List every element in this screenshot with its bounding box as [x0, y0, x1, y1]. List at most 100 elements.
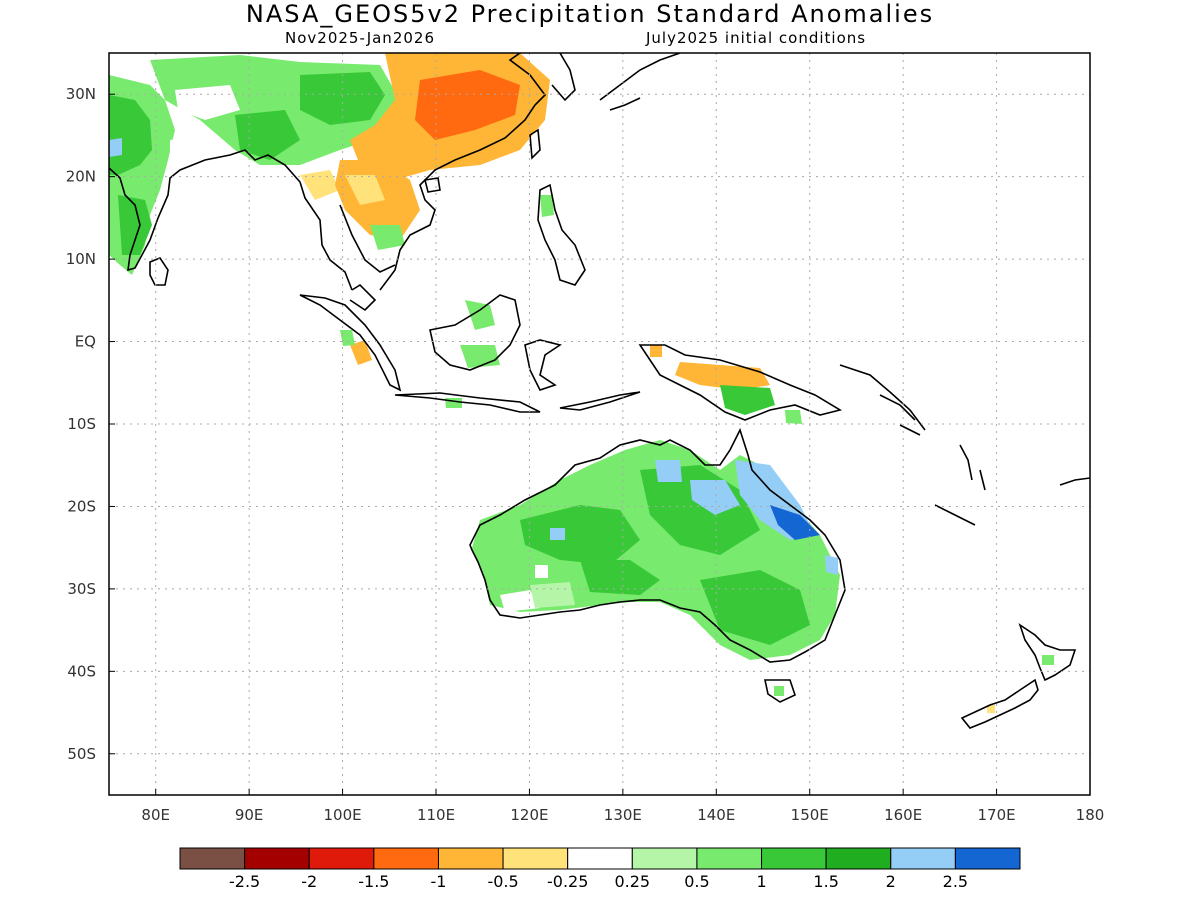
colorbar-swatch	[696, 847, 763, 870]
chart-title: NASA_GEOS5v2 Precipitation Standard Anom…	[245, 0, 935, 28]
coast-se-asia	[349, 53, 547, 312]
borneo-wet-2	[460, 345, 500, 368]
australia-white-sw	[500, 590, 540, 612]
colorbar-swatch	[890, 847, 956, 870]
indochina-wet-spot	[370, 225, 405, 250]
australia-blue-nt	[655, 460, 682, 482]
y-axis: 30N 20N 10N EQ 10S 20S 30S 40S 50S	[66, 85, 115, 763]
x-tick-label: 130E	[604, 806, 642, 824]
x-axis: 80E 90E 100E 110E 120E 130E 140E 150E 160E 170E 18…	[141, 789, 1104, 824]
colorbar-label: -1.5	[358, 872, 389, 891]
colorbar-label: 1	[756, 872, 766, 891]
indochina-dry-weak	[345, 175, 385, 205]
china-dry-weak	[300, 170, 340, 200]
australia-blue-east	[825, 555, 838, 575]
india-wet-south	[118, 195, 152, 255]
colorbar-label: -2	[301, 872, 317, 891]
colorbar-swatch	[502, 847, 569, 870]
coast-new-caledonia	[934, 504, 976, 526]
coast-gulf-thailand	[339, 204, 396, 273]
x-tick-label: 150E	[791, 806, 829, 824]
colorbar-label: -0.5	[487, 872, 518, 891]
borneo-wet	[465, 300, 495, 330]
colorbar-label: 2	[886, 872, 896, 891]
coast-nz-north	[1018, 623, 1077, 682]
coast-hainan	[424, 177, 441, 193]
china-dry-core	[415, 70, 520, 140]
sumatra-dry	[350, 340, 372, 365]
x-tick-label: 120E	[510, 806, 548, 824]
colorbar-swatch	[761, 847, 827, 870]
anomaly-fields	[109, 53, 1054, 713]
y-tick-label: 40S	[67, 662, 96, 680]
x-tick-label: 180	[1076, 806, 1105, 824]
y-tick-label: EQ	[75, 333, 96, 351]
x-tick-label: 100E	[324, 806, 362, 824]
coast-vanuatu	[959, 444, 986, 491]
coastlines	[109, 53, 1090, 729]
new-guinea-wet-2	[785, 410, 802, 424]
x-tick-label: 160E	[884, 806, 922, 824]
new-guinea-dry	[675, 362, 770, 390]
x-tick-label: 170E	[978, 806, 1016, 824]
colorbar-swatch	[825, 847, 892, 870]
y-tick-label: 50S	[67, 745, 96, 763]
colorbar-label: 0.25	[614, 872, 650, 891]
coast-tasmania	[764, 679, 796, 703]
colorbar-label: 1.5	[813, 872, 838, 891]
y-tick-label: 20S	[67, 497, 96, 515]
nz-wet	[1042, 655, 1054, 665]
colorbar-swatch	[373, 847, 439, 870]
colorbar-label: -1	[430, 872, 446, 891]
philippines-wet	[540, 195, 554, 217]
colorbar-label: 2.5	[943, 872, 968, 891]
tibet-white-patch	[175, 85, 240, 120]
australia-blue-max	[770, 505, 820, 540]
colorbar-label: 0.5	[684, 872, 709, 891]
coast-india	[109, 149, 353, 291]
colorbar-swatch	[308, 847, 375, 870]
sumatra-wet	[340, 330, 355, 346]
australia-white-spot	[535, 565, 548, 578]
y-tick-label: 10S	[67, 415, 96, 433]
colorbar-swatch	[244, 847, 310, 870]
java-wet	[445, 398, 462, 408]
x-tick-label: 90E	[235, 806, 264, 824]
gridlines	[109, 53, 1090, 795]
coast-java	[394, 392, 541, 413]
tibet-wet-core-2	[235, 110, 300, 160]
india-blue-dot	[109, 138, 122, 157]
coast-sulawesi	[524, 339, 562, 391]
tibet-wet-core	[300, 72, 385, 125]
coast-timor	[559, 391, 641, 411]
y-tick-label: 30S	[67, 580, 96, 598]
new-guinea-wet	[720, 385, 775, 415]
y-tick-label: 20N	[66, 168, 96, 186]
colorbar-swatch	[179, 847, 246, 870]
colorbar-swatch	[567, 847, 633, 870]
australia-blue-north	[690, 480, 740, 515]
coast-japan	[599, 53, 681, 111]
colorbar-label: -0.25	[547, 872, 588, 891]
coast-taiwan	[529, 128, 541, 160]
coast-new-guinea	[638, 344, 843, 421]
colorbar-legend: -2.5 -2 -1.5 -1 -0.5 -0.25 0.25 0.5 1 1.5 2 2.5	[179, 847, 1021, 891]
australia-weak-sw	[530, 582, 575, 608]
colorbar-swatch	[631, 847, 698, 870]
y-tick-label: 30N	[66, 85, 96, 103]
nz-dry-spot	[987, 705, 995, 713]
x-tick-label: 110E	[417, 806, 455, 824]
colorbar-swatch	[437, 847, 504, 870]
coast-sumatra	[299, 294, 402, 392]
coast-philippines	[537, 183, 586, 286]
coast-australia	[469, 427, 846, 663]
australia-wet-strong-2	[640, 465, 760, 555]
y-tick-label: 10N	[66, 250, 96, 268]
coast-nz-south	[960, 678, 1039, 729]
coast-korea	[551, 53, 576, 102]
colorbar-label: -2.5	[229, 872, 260, 891]
x-tick-label: 140E	[697, 806, 735, 824]
forecast-period: Nov2025-Jan2026	[285, 29, 435, 47]
australia-blue-small	[550, 528, 565, 540]
